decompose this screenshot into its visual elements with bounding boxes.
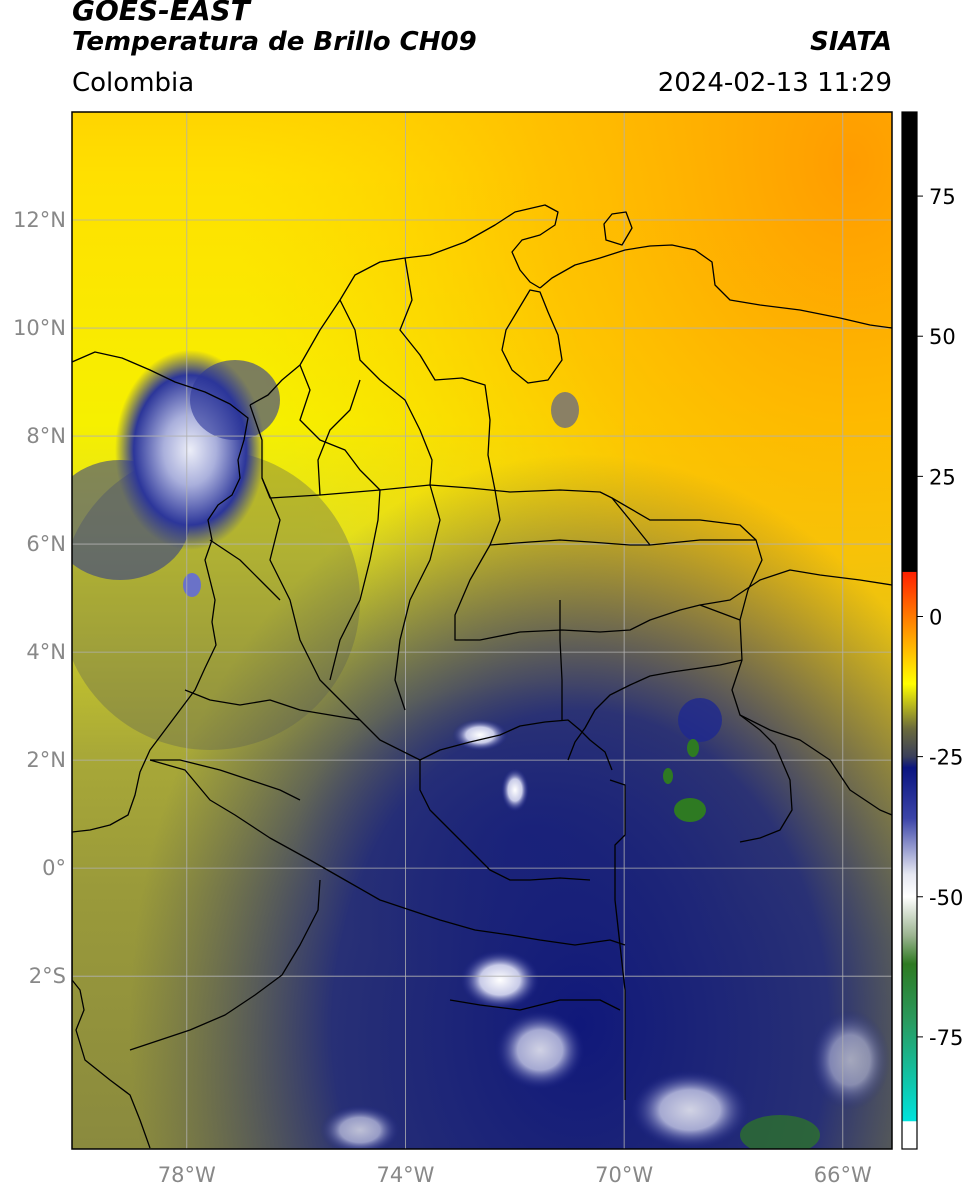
pacific-coastline: [72, 351, 249, 833]
internal-dept-3: [399, 257, 496, 491]
internal-dept-14: [317, 379, 361, 496]
colombia-vene-south: [567, 659, 743, 761]
lon-tick-label: 78°W: [158, 1163, 216, 1187]
lat-tick-label: 2°S: [29, 964, 66, 988]
colombia-border: [249, 404, 793, 843]
internal-dept-5: [329, 489, 381, 681]
colorbar-tick-label: 50: [929, 325, 956, 349]
colorbar: 75 50 25 0 -25 -50 -75: [901, 111, 963, 1150]
internal-dept-10: [419, 760, 591, 881]
lat-tick-label: 8°N: [26, 424, 66, 448]
colorbar-tick-label: -50: [929, 886, 963, 910]
temperature-field: [72, 112, 892, 1149]
brazil-border: [419, 719, 613, 771]
lon-tick-label: 70°W: [595, 1163, 653, 1187]
south-border: [449, 999, 621, 1011]
internal-dept-8: [489, 539, 650, 546]
lat-tick-label: 12°N: [13, 208, 66, 232]
venezuela-coastline: [539, 244, 892, 329]
lat-tick-label: 10°N: [13, 316, 66, 340]
internal-dept-11: [184, 689, 361, 721]
coastline-borders: [72, 204, 892, 1149]
colorbar-tick-label: -25: [929, 746, 963, 770]
internal-dept-2: [339, 299, 433, 486]
map-frame: [71, 111, 893, 1150]
timestamp-label: 2024-02-13 11:29: [657, 68, 892, 98]
internal-dept-1: [299, 364, 381, 491]
lon-tick-label: 74°W: [376, 1163, 434, 1187]
internal-dept-7: [454, 489, 741, 641]
internal-dept-13: [209, 539, 281, 601]
colorbar-tick-label: 0: [929, 605, 942, 629]
lon-tick-label: 66°W: [814, 1163, 872, 1187]
longitude-axis: 78°W 74°W 70°W 66°W: [158, 1163, 872, 1187]
internal-dept-4: [261, 477, 421, 761]
venezuela-internal-2: [699, 569, 892, 606]
lat-tick-label: 4°N: [26, 640, 66, 664]
colorbar-ticks: 75 50 25 0 -25 -50 -75: [917, 185, 963, 1050]
colorbar-tick-label: 25: [929, 465, 956, 489]
internal-dept-6: [394, 484, 441, 711]
internal-dept-12: [150, 759, 301, 801]
colombia-peru-border: [149, 759, 626, 946]
amazon-trapezium: [609, 779, 626, 1100]
colorbar-tick-label: 75: [929, 185, 956, 209]
organization-label: SIATA: [810, 27, 892, 57]
brazil-venezuela-border: [739, 714, 892, 816]
colorbar-gradient: [902, 112, 917, 1149]
paraguana-peninsula: [603, 211, 633, 246]
title-product: Temperatura de Brillo CH09: [72, 27, 477, 57]
internal-dept-9: [559, 600, 563, 720]
title-satellite: GOES-EAST: [72, 0, 250, 27]
lat-tick-label: 0°: [42, 856, 66, 880]
caribbean-coastline: [249, 204, 559, 406]
colorbar-tick-label: -75: [929, 1026, 963, 1050]
peru-ecuador-border: [129, 879, 321, 1051]
region-label: Colombia: [72, 68, 195, 98]
lat-tick-label: 6°N: [26, 532, 66, 556]
latitude-axis: 12°N 10°N 8°N 6°N 4°N 2°N 0° 2°S: [13, 208, 66, 988]
ecuador-coastline: [72, 832, 151, 1149]
colorbar-frame: [901, 111, 918, 1150]
lat-tick-label: 2°N: [26, 748, 66, 772]
venezuela-internal: [611, 497, 757, 541]
lake-maracaibo: [501, 289, 563, 384]
